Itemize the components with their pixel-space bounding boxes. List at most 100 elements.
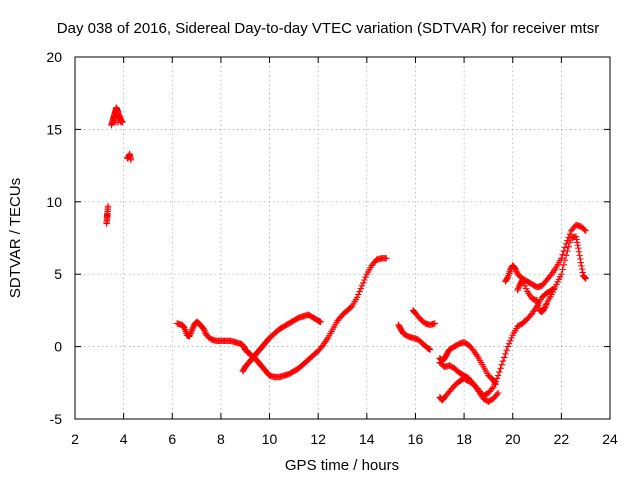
data-point [493,391,501,398]
data-point [499,357,507,365]
data-point [180,323,187,330]
y-tick-labels: -5 0 5 10 15 20 [46,49,62,427]
data-point [515,284,523,291]
data-point [573,239,581,246]
data-point [581,274,589,282]
data-point [573,236,580,243]
series-arc-f [240,255,390,381]
data-point [504,343,512,350]
data-point [541,305,548,313]
data-point [426,346,434,353]
data-point [542,301,550,308]
data-point [522,285,530,292]
x-tick-label: 2 [71,431,79,447]
chart-title: Day 038 of 2016, Sidereal Day-to-day VTE… [57,20,599,37]
series-arc-k [436,359,502,405]
y-tick-label: 20 [46,49,62,65]
data-point [577,255,584,263]
data-point [542,302,549,310]
data-point [318,343,326,350]
data-point [578,262,585,270]
data-point [561,244,569,251]
data-point [547,272,554,279]
x-tick-labels: 2 4 6 8 10 12 14 16 18 20 22 24 [71,431,618,447]
data-point [578,265,586,273]
data-point [581,273,588,281]
data-point [201,327,208,334]
data-point [361,276,368,284]
y-tick-label: -5 [50,411,63,427]
data-point [582,227,589,234]
data-point [574,242,581,249]
data-point [520,279,527,287]
data-point [579,269,586,276]
data-point [566,230,574,238]
data-point [186,331,194,339]
y-axis-label: SDTVAR / TECUs [7,178,24,298]
x-tick-label: 22 [554,431,570,447]
x-tick-label: 6 [168,431,176,447]
data-point [559,266,566,273]
data-point [521,282,529,289]
series-arc-d [173,318,246,349]
data-point [189,324,197,331]
data-point [513,268,520,275]
data-point [187,328,195,336]
y-tick-label: 15 [46,121,62,137]
data-point [431,320,439,327]
data-point [357,285,364,292]
data-point [188,327,195,334]
data-point [512,266,519,274]
x-tick-label: 12 [310,431,326,447]
series-arc-h [409,307,439,329]
data-point [564,247,571,255]
data-point [488,385,496,392]
data-point [494,389,502,397]
data-point [558,271,565,278]
data-point [347,303,355,311]
data-point [189,326,196,333]
data-point [566,239,574,246]
x-tick-label: 18 [456,431,472,447]
series-arc-j [436,339,499,388]
data-point [504,274,511,282]
data-point [514,285,522,292]
series-arc-e [239,311,324,375]
data-point [558,255,565,262]
data-point [356,288,363,295]
data-point [575,248,583,255]
data-point [127,156,135,164]
x-tick-label: 24 [602,431,618,447]
series-arc-g [395,321,434,353]
x-tick-label: 4 [120,431,128,447]
data-point [502,350,509,358]
x-tick-label: 8 [217,431,225,447]
data-point [565,243,572,250]
series-arc-a [103,202,112,227]
series-arc-l [502,221,589,291]
plot-frame [74,56,611,420]
data-point [511,265,519,272]
data-point [494,372,502,379]
data-point [113,111,120,119]
data-point [359,279,367,287]
x-axis-label: GPS time / hours [285,457,399,474]
data-point [358,282,366,289]
series-arc-b [108,104,126,129]
data-point [469,379,476,386]
x-tick-label: 20 [505,431,521,447]
data-point [582,275,589,282]
data-point [572,233,580,240]
y-tick-label: 5 [54,266,62,282]
data-point [491,379,499,387]
data-point [383,255,390,262]
axis-ticks [74,56,611,420]
data-point [497,365,504,372]
data-point [503,347,510,354]
data-point [581,226,588,233]
y-tick-label: 0 [54,339,62,355]
data-point [201,328,209,336]
data-point [541,304,549,311]
series-arc-c [124,150,135,164]
